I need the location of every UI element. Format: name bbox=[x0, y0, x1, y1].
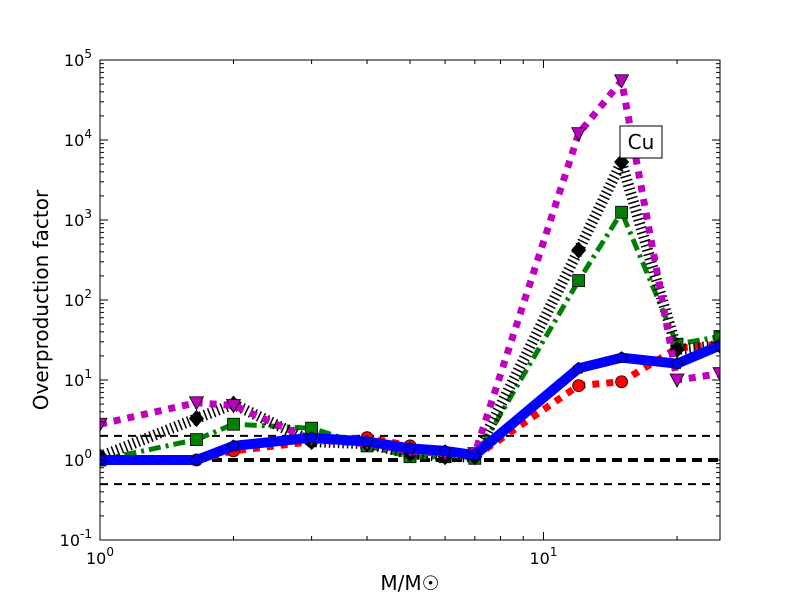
data-point-triangle bbox=[570, 127, 587, 142]
y-tick-label: 102 bbox=[64, 287, 92, 310]
data-point-triangle bbox=[188, 396, 205, 411]
data-point-pentagon bbox=[615, 351, 628, 364]
data-point-pentagon bbox=[438, 444, 452, 457]
x-tick-label: 101 bbox=[530, 545, 558, 568]
y-tick-label: 103 bbox=[64, 207, 92, 230]
y-axis-label: Overproduction factor bbox=[29, 189, 53, 410]
y-tick-label: 101 bbox=[64, 367, 92, 390]
data-point-triangle bbox=[225, 399, 242, 414]
data-point-pentagon bbox=[305, 431, 318, 444]
data-point-pentagon bbox=[403, 441, 417, 454]
series-blue-pentagons bbox=[100, 339, 720, 466]
data-point-triangle bbox=[613, 74, 630, 89]
data-point-circle bbox=[615, 375, 629, 389]
data-point-pentagon bbox=[360, 435, 374, 447]
annotation-box: Cu bbox=[619, 125, 663, 159]
y-tick-label: 100 bbox=[64, 447, 92, 470]
data-point-square bbox=[227, 417, 240, 431]
data-point-pentagon bbox=[670, 357, 684, 369]
data-point-square bbox=[615, 205, 629, 219]
x-axis-label: M/M☉ bbox=[380, 571, 439, 595]
data-point-circle bbox=[572, 379, 586, 393]
data-point-pentagon bbox=[227, 439, 240, 452]
data-point-pentagon bbox=[468, 448, 481, 461]
y-tick-label: 104 bbox=[64, 127, 92, 150]
data-point-square bbox=[713, 330, 720, 343]
data-point-diamond bbox=[188, 409, 204, 428]
annotation-label: Cu bbox=[628, 130, 655, 154]
x-tick-label: 100 bbox=[86, 545, 114, 568]
series-line bbox=[100, 340, 720, 465]
series-black-diamonds bbox=[100, 153, 720, 466]
data-point-triangle bbox=[712, 367, 720, 382]
data-point-pentagon bbox=[572, 361, 585, 374]
y-tick-label: 105 bbox=[64, 47, 92, 70]
data-point-pentagon bbox=[190, 453, 203, 466]
y-tick-label: 10-1 bbox=[60, 527, 92, 550]
data-point-triangle bbox=[669, 373, 685, 388]
data-point-square bbox=[190, 433, 203, 446]
data-point-diamond bbox=[571, 241, 587, 259]
data-point-square bbox=[572, 274, 586, 287]
series-green-squares bbox=[100, 205, 720, 467]
data-point-pentagon bbox=[100, 453, 107, 466]
